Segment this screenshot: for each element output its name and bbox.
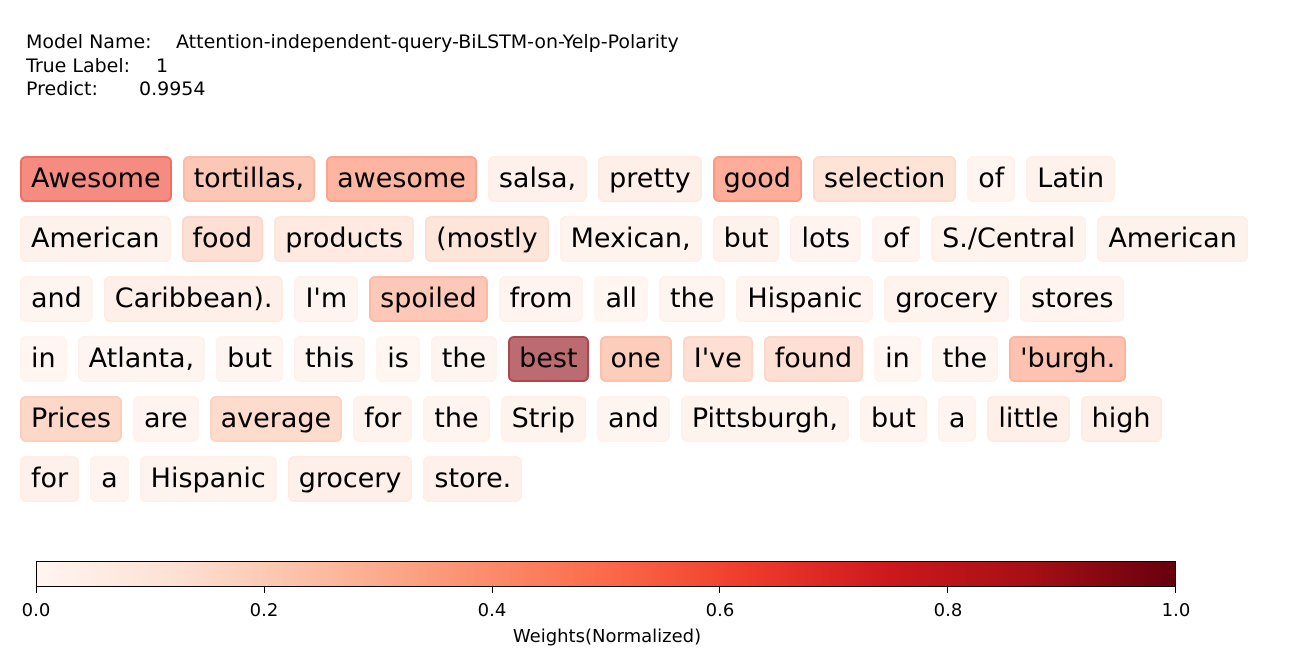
- token-word: American: [20, 216, 171, 262]
- token-word: the: [430, 336, 498, 382]
- token-line: for a Hispanic grocery store.: [20, 456, 533, 502]
- token-word: and: [20, 276, 93, 322]
- token-word: 'burgh.: [1009, 336, 1127, 382]
- token-word: tortillas,: [182, 156, 316, 202]
- token-word: in: [20, 336, 67, 382]
- token-word: the: [931, 336, 999, 382]
- token-word: for: [20, 456, 80, 502]
- token-word: this: [293, 336, 366, 382]
- token-line: in Atlanta, but this is the best one I've found in…: [20, 336, 1137, 382]
- token-word: but: [859, 396, 927, 442]
- token-word: (mostly: [425, 216, 549, 262]
- colorbar-tick: [263, 587, 265, 593]
- token-word: of: [967, 156, 1016, 202]
- token-word: average: [209, 396, 343, 442]
- token-word: the: [423, 396, 490, 442]
- token-word: one: [599, 336, 672, 382]
- model-name-value: Attention-independent-query-BiLSTM-on-Ye…: [176, 31, 679, 53]
- token-word: stores: [1020, 276, 1125, 322]
- colorbar-tick-label: 0.8: [933, 600, 963, 621]
- token-word: best: [508, 336, 589, 382]
- colorbar-tick-label: 1.0: [1161, 600, 1191, 621]
- token-word: awesome: [326, 156, 477, 202]
- predict-row: Predict: 0.9954: [26, 78, 679, 102]
- colorbar-tick: [719, 587, 721, 593]
- token-word: Prices: [20, 396, 122, 442]
- colorbar-tick-label: 0.6: [705, 600, 735, 621]
- token-word: the: [659, 276, 726, 322]
- token-word: products: [274, 216, 415, 262]
- predict-value: 0.9954: [139, 78, 206, 100]
- token-word: in: [874, 336, 921, 382]
- true-label-key: True Label:: [26, 54, 131, 77]
- token-word: Atlanta,: [77, 336, 206, 382]
- token-word: for: [353, 396, 413, 442]
- token-word: grocery: [884, 276, 1010, 322]
- true-label-row: True Label: 1: [26, 55, 679, 79]
- colorbar-tick: [491, 587, 493, 593]
- token-word: but: [216, 336, 283, 382]
- colorbar-tick: [36, 587, 37, 593]
- token-word: Strip: [500, 396, 587, 442]
- token-word: is: [376, 336, 420, 382]
- token-line: and Caribbean). I'm spoiled from all the Hispan…: [20, 276, 1135, 322]
- colorbar-tick-label: 0.2: [249, 600, 279, 621]
- token-word: little: [987, 396, 1070, 442]
- token-word: of: [872, 216, 921, 262]
- colorbar-tick-label: 0.0: [21, 600, 51, 621]
- token-word: a: [937, 396, 977, 442]
- token-word: Latin: [1026, 156, 1116, 202]
- model-info: Model Name: Attention-independent-query-…: [26, 31, 679, 102]
- token-word: found: [763, 336, 864, 382]
- token-word: Awesome: [20, 156, 172, 202]
- token-word: and: [597, 396, 670, 442]
- token-word: pretty: [598, 156, 702, 202]
- token-word: spoiled: [369, 276, 488, 322]
- model-name-key: Model Name:: [26, 31, 152, 53]
- colorbar-gradient: [36, 561, 1176, 587]
- token-word: Hispanic: [736, 276, 874, 322]
- token-word: I've: [682, 336, 753, 382]
- token-word: all: [594, 276, 649, 322]
- token-word: Caribbean).: [103, 276, 284, 322]
- token-word: Hispanic: [139, 456, 277, 502]
- token-word: food: [181, 216, 264, 262]
- token-word: S./Central: [931, 216, 1087, 262]
- token-word: are: [132, 396, 199, 442]
- token-word: but: [712, 216, 780, 262]
- model-name-row: Model Name: Attention-independent-query-…: [26, 31, 679, 55]
- token-word: good: [712, 156, 802, 202]
- token-word: salsa,: [487, 156, 588, 202]
- token-word: selection: [812, 156, 957, 202]
- predict-key: Predict:: [26, 78, 98, 100]
- token-word: I'm: [294, 276, 359, 322]
- colorbar-label: Weights(Normalized): [512, 626, 702, 647]
- token-line: Prices are average for the Strip and Pittsburgh…: [20, 396, 1173, 442]
- token-word: store.: [423, 456, 523, 502]
- token-word: high: [1080, 396, 1162, 442]
- token-line: Awesome tortillas, awesome salsa, pretty good…: [20, 156, 1126, 202]
- colorbar-tick: [947, 587, 949, 593]
- token-word: lots: [790, 216, 862, 262]
- true-label-value: 1: [156, 54, 169, 77]
- token-word: grocery: [287, 456, 413, 502]
- token-word: from: [498, 276, 584, 322]
- colorbar: [36, 561, 1176, 593]
- token-word: Pittsburgh,: [680, 396, 849, 442]
- token-word: Mexican,: [559, 216, 702, 262]
- token-word: a: [90, 456, 129, 502]
- colorbar-tick: [1175, 587, 1176, 593]
- token-word: American: [1097, 216, 1248, 262]
- token-line: American food products (mostly Mexican, but lo…: [20, 216, 1259, 262]
- colorbar-tick-label: 0.4: [477, 600, 507, 621]
